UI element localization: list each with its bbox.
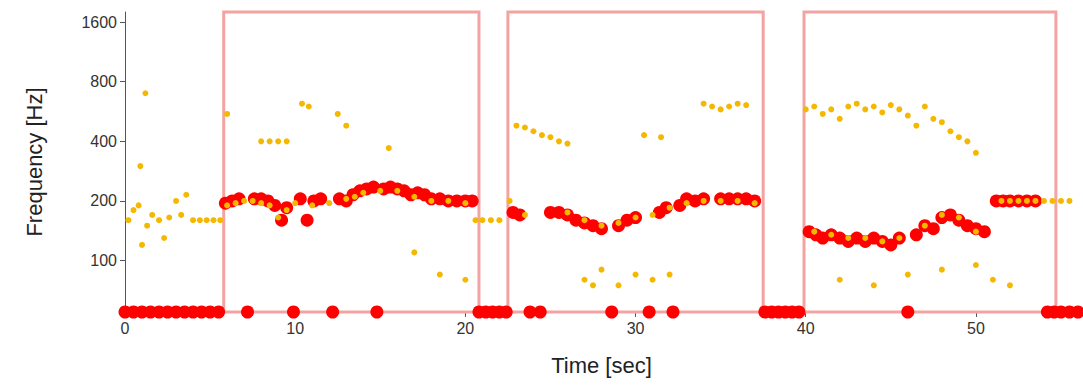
svg-text:1600: 1600 — [81, 14, 117, 31]
svg-text:40: 40 — [797, 320, 815, 337]
svg-text:100: 100 — [90, 252, 117, 269]
svg-text:0: 0 — [121, 320, 130, 337]
svg-text:Frequency [Hz]: Frequency [Hz] — [22, 87, 47, 236]
svg-text:20: 20 — [456, 320, 474, 337]
svg-text:200: 200 — [90, 192, 117, 209]
svg-text:Time [sec]: Time [sec] — [551, 353, 652, 378]
svg-text:800: 800 — [90, 73, 117, 90]
svg-text:400: 400 — [90, 133, 117, 150]
svg-text:50: 50 — [967, 320, 985, 337]
svg-text:10: 10 — [286, 320, 304, 337]
svg-text:30: 30 — [627, 320, 645, 337]
